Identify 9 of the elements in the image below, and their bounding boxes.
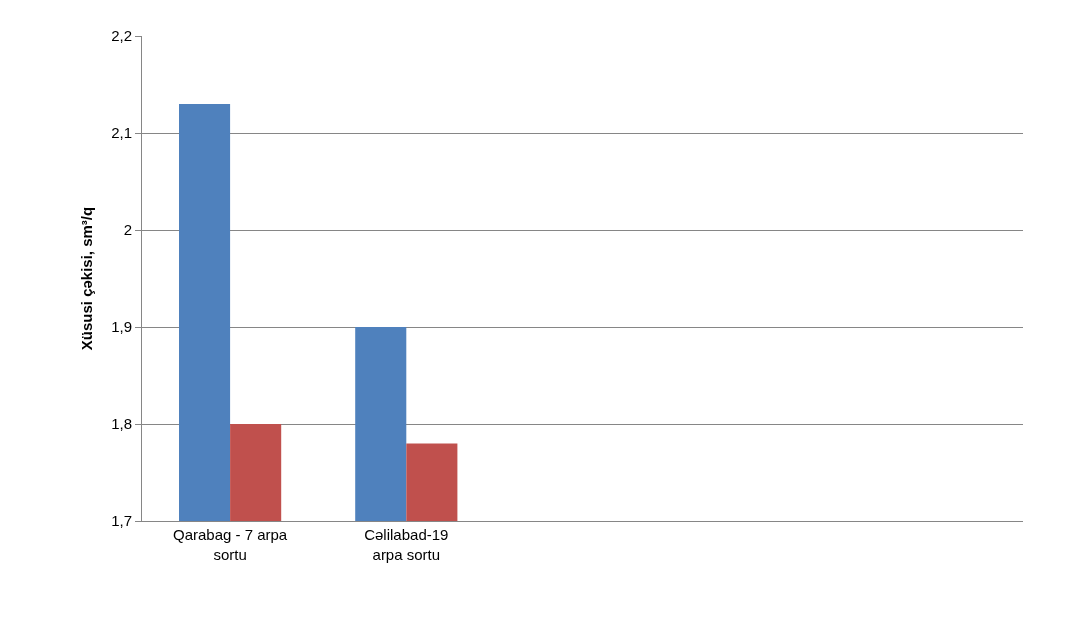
y-tick-label: 2	[123, 221, 132, 239]
x-tick-label: Qarabag - 7 arpa sortu	[172, 526, 288, 563]
y-tick-label: 2,1	[111, 124, 132, 142]
y-tick-label: 1,7	[111, 512, 132, 530]
y-tick-label: 1,9	[111, 318, 132, 336]
y-tick-label: 2,2	[111, 27, 132, 45]
y-axis-title: Xüsusi çəkisi, sm³/q	[78, 206, 96, 351]
x-tick-label: Cəlilabad-19 arpa sortu	[364, 526, 449, 563]
y-tick-label: 1,8	[111, 415, 132, 433]
